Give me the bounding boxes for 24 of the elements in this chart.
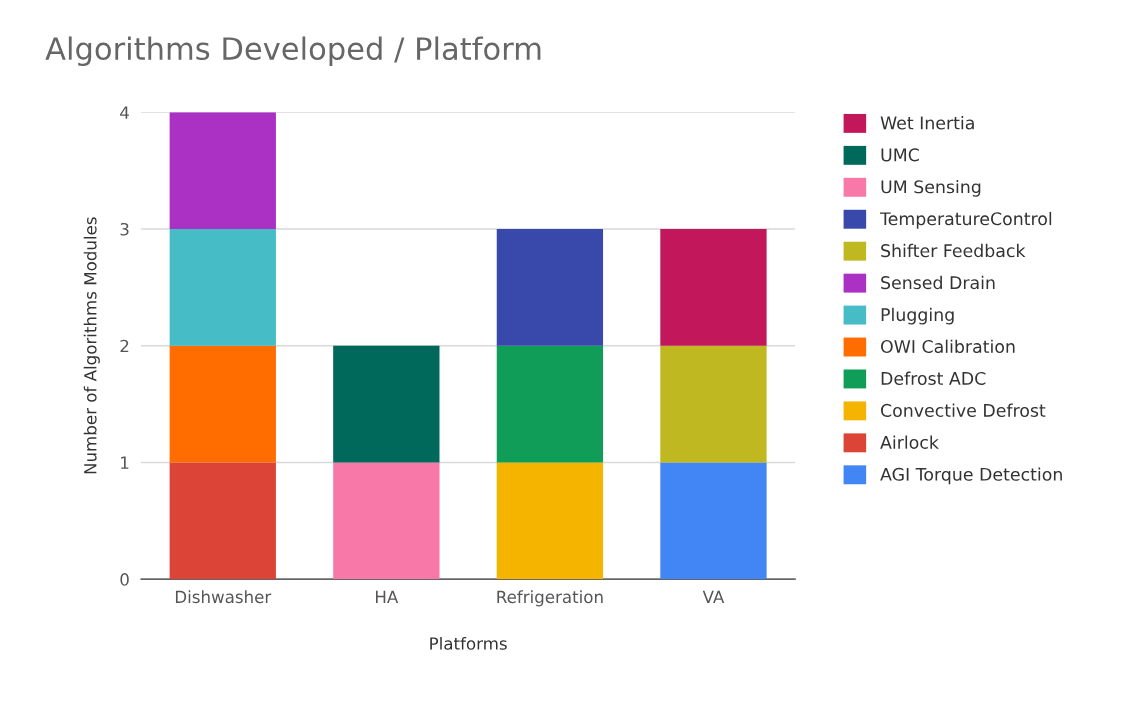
x-axis-title: Platforms bbox=[430, 636, 507, 650]
y-tick-label: 4 bbox=[120, 106, 129, 119]
x-tick-label: Dishwasher bbox=[175, 590, 272, 604]
legend-label: Shifter Feedback bbox=[881, 243, 1026, 258]
x-tick-label: VA bbox=[702, 590, 725, 603]
legend-label: OWI Calibration bbox=[881, 339, 1015, 354]
x-tick-label: HA bbox=[376, 590, 399, 603]
legend-label: Convective Defrost bbox=[881, 403, 1046, 417]
y-axis-title: Number of Algorithms Modules bbox=[83, 217, 100, 474]
legend-label: Sensed Drain bbox=[881, 275, 995, 290]
legend-label: AGI Torque Detection bbox=[880, 467, 1062, 485]
y-tick-label: 1 bbox=[121, 456, 129, 469]
legend-label: Wet Inertia bbox=[880, 116, 974, 130]
legend-label: Defrost ADC bbox=[881, 371, 986, 386]
legend-label: TemperatureControl bbox=[879, 211, 1052, 229]
y-tick-label: 3 bbox=[120, 222, 129, 236]
legend-label: Plugging bbox=[881, 307, 954, 325]
legend-label: UMC bbox=[881, 148, 919, 162]
chart-title: Algorithms Developed / Platform bbox=[45, 36, 541, 67]
x-tick-label: Refrigeration bbox=[497, 590, 603, 607]
y-tick-label: 2 bbox=[120, 339, 129, 353]
legend-label: Airlock bbox=[880, 435, 939, 449]
y-tick-label: 0 bbox=[120, 573, 129, 586]
legend-label: UM Sensing bbox=[881, 179, 981, 197]
